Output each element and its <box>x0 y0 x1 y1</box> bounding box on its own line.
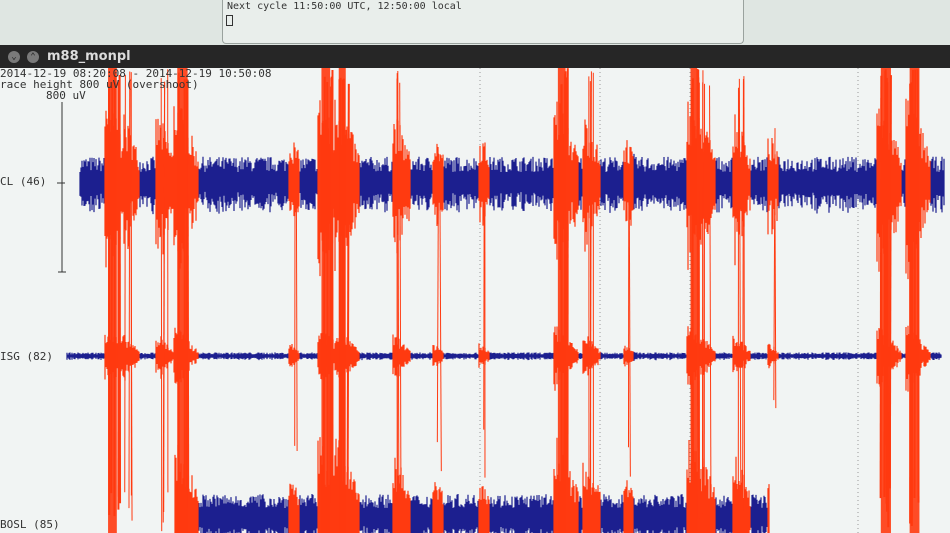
event-spike <box>628 169 631 477</box>
terminal-text: Next cycle 11:50:00 UTC, 12:50:00 local <box>227 1 462 12</box>
event-spike <box>589 71 592 504</box>
minimize-icon[interactable]: ⌄ <box>8 51 20 63</box>
event-burst <box>338 68 346 533</box>
event-spike <box>436 153 439 443</box>
event-burst <box>909 68 920 533</box>
terminal-window[interactable]: Next cycle 11:50:00 UTC, 12:50:00 local <box>222 0 744 44</box>
event-spike <box>696 69 700 491</box>
station-trace <box>66 351 942 361</box>
event-spike <box>346 83 350 491</box>
event-spike <box>709 85 712 521</box>
event-spike <box>399 82 402 496</box>
time-range: 2014-12-19 08:20:08 - 2014-12-19 10:50:0… <box>0 67 272 80</box>
event-spike <box>483 146 485 430</box>
trace-height: race height 800 uV (overshoot) <box>0 78 199 91</box>
event-spike <box>397 70 400 509</box>
window-titlebar[interactable]: ⌄ ⌃ m88_monpl <box>0 45 950 68</box>
station-label: ISG (82) <box>0 350 53 363</box>
station-trace <box>79 153 945 215</box>
event-spike <box>742 79 744 517</box>
maximize-icon[interactable]: ⌃ <box>27 51 39 63</box>
event-spike <box>773 128 776 401</box>
event-spike <box>162 81 166 523</box>
event-spike <box>330 77 333 503</box>
event-burst <box>690 68 698 533</box>
event-spike <box>738 78 742 500</box>
station-trace <box>198 494 768 533</box>
event-burst <box>880 68 891 533</box>
event-burst <box>321 68 331 533</box>
window-title: m88_monpl <box>47 49 131 64</box>
event-spike <box>160 78 163 532</box>
text-cursor <box>226 15 233 26</box>
event-spike <box>130 78 133 521</box>
event-spike <box>295 191 298 451</box>
event-spike <box>439 183 442 472</box>
event-burst <box>557 68 566 533</box>
event-burst <box>108 68 117 533</box>
event-spike <box>128 71 131 509</box>
event-spike <box>743 76 745 528</box>
traces-svg <box>57 68 945 533</box>
scale-label: 800 uV <box>46 89 86 102</box>
event-spike <box>124 74 126 493</box>
event-burst <box>177 68 188 533</box>
station-label: CL (46) <box>0 175 47 188</box>
seismogram-plot: 2014-12-19 08:20:08 - 2014-12-19 10:50:0… <box>0 68 950 533</box>
station-label: BOSL (85) <box>0 518 60 531</box>
